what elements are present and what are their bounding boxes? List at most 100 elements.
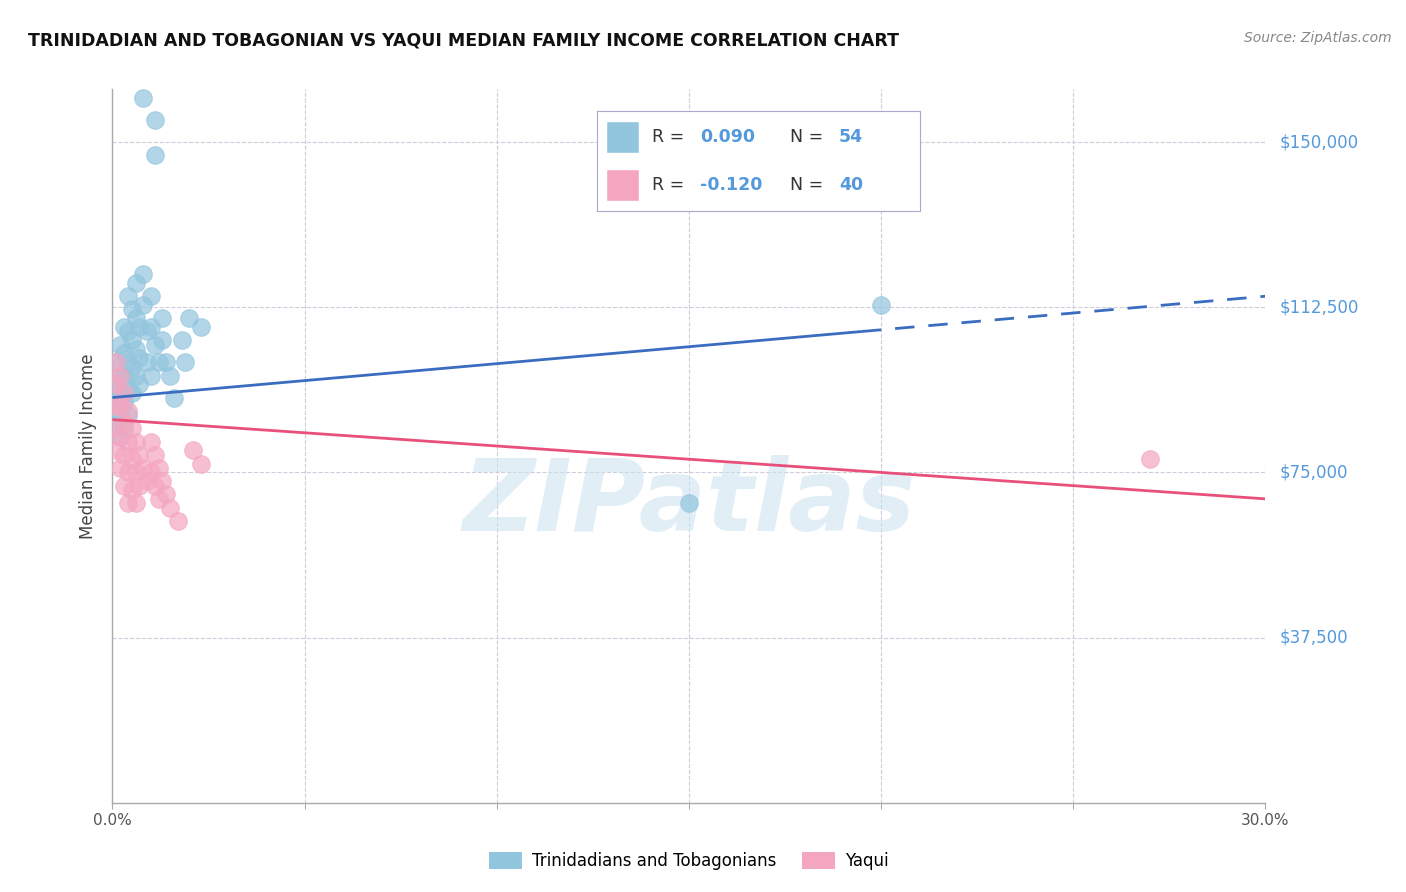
- Point: [136, 325, 159, 339]
- Point: [155, 355, 177, 369]
- Text: TRINIDADIAN AND TOBAGONIAN VS YAQUI MEDIAN FAMILY INCOME CORRELATION CHART: TRINIDADIAN AND TOBAGONIAN VS YAQUI MEDI…: [28, 31, 898, 49]
- Point: [105, 443, 128, 458]
- Point: [121, 421, 143, 435]
- Point: [143, 337, 166, 351]
- Point: [108, 461, 131, 475]
- Point: [121, 386, 143, 401]
- Point: [112, 478, 135, 492]
- Point: [159, 368, 181, 383]
- Point: [139, 466, 162, 480]
- Point: [179, 311, 201, 326]
- Point: [112, 386, 135, 401]
- Point: [121, 302, 143, 317]
- Text: Source: ZipAtlas.com: Source: ZipAtlas.com: [1244, 31, 1392, 45]
- Point: [128, 448, 150, 462]
- Point: [136, 355, 159, 369]
- Point: [132, 25, 155, 39]
- Point: [166, 514, 188, 528]
- Point: [152, 475, 174, 489]
- Point: [121, 483, 143, 497]
- Point: [128, 351, 150, 365]
- Point: [163, 391, 186, 405]
- Point: [143, 478, 166, 492]
- Point: [124, 368, 146, 383]
- Point: [190, 457, 212, 471]
- Point: [112, 320, 135, 334]
- Point: [117, 355, 139, 369]
- Point: [108, 408, 131, 422]
- Point: [124, 311, 146, 326]
- Point: [174, 355, 197, 369]
- Point: [139, 289, 162, 303]
- Point: [108, 337, 131, 351]
- Point: [108, 430, 131, 444]
- Point: [132, 461, 155, 475]
- Point: [121, 452, 143, 467]
- Point: [117, 403, 139, 417]
- Point: [148, 491, 170, 506]
- Point: [117, 289, 139, 303]
- Point: [117, 325, 139, 339]
- Point: [136, 475, 159, 489]
- Point: [678, 496, 700, 510]
- Point: [105, 355, 128, 369]
- Point: [105, 421, 128, 435]
- Point: [117, 382, 139, 396]
- Point: [143, 148, 166, 162]
- Point: [124, 434, 146, 449]
- Point: [143, 113, 166, 128]
- Point: [112, 448, 135, 462]
- Point: [181, 443, 204, 458]
- Point: [124, 496, 146, 510]
- Point: [190, 320, 212, 334]
- Text: $150,000: $150,000: [1279, 133, 1358, 151]
- Point: [124, 342, 146, 356]
- Point: [105, 417, 128, 431]
- Point: [152, 311, 174, 326]
- Point: [121, 333, 143, 347]
- Point: [139, 320, 162, 334]
- Point: [117, 466, 139, 480]
- Point: [112, 346, 135, 360]
- Point: [105, 395, 128, 409]
- Point: [117, 496, 139, 510]
- Point: [112, 417, 135, 431]
- Point: [132, 298, 155, 312]
- Point: [108, 368, 131, 383]
- Point: [132, 91, 155, 105]
- Point: [105, 400, 128, 414]
- Point: [155, 487, 177, 501]
- Text: $112,500: $112,500: [1279, 298, 1358, 317]
- Point: [1139, 452, 1161, 467]
- Point: [170, 333, 193, 347]
- Point: [112, 421, 135, 435]
- Y-axis label: Median Family Income: Median Family Income: [79, 353, 97, 539]
- Text: $75,000: $75,000: [1279, 464, 1348, 482]
- Point: [117, 408, 139, 422]
- Point: [132, 267, 155, 281]
- Point: [108, 430, 131, 444]
- Point: [128, 478, 150, 492]
- Point: [108, 368, 131, 383]
- Point: [105, 377, 128, 392]
- Point: [143, 448, 166, 462]
- Point: [108, 386, 131, 401]
- Point: [121, 359, 143, 374]
- Point: [128, 320, 150, 334]
- Point: [148, 355, 170, 369]
- Text: ZIPatlas: ZIPatlas: [463, 455, 915, 551]
- Point: [870, 298, 893, 312]
- Point: [105, 355, 128, 369]
- Point: [105, 377, 128, 392]
- Point: [124, 276, 146, 290]
- Point: [117, 434, 139, 449]
- Legend: Trinidadians and Tobagonians, Yaqui: Trinidadians and Tobagonians, Yaqui: [482, 845, 896, 877]
- Point: [139, 434, 162, 449]
- Point: [112, 395, 135, 409]
- Point: [152, 333, 174, 347]
- Text: $37,500: $37,500: [1279, 629, 1348, 647]
- Point: [124, 466, 146, 480]
- Point: [159, 500, 181, 515]
- Point: [148, 461, 170, 475]
- Point: [112, 368, 135, 383]
